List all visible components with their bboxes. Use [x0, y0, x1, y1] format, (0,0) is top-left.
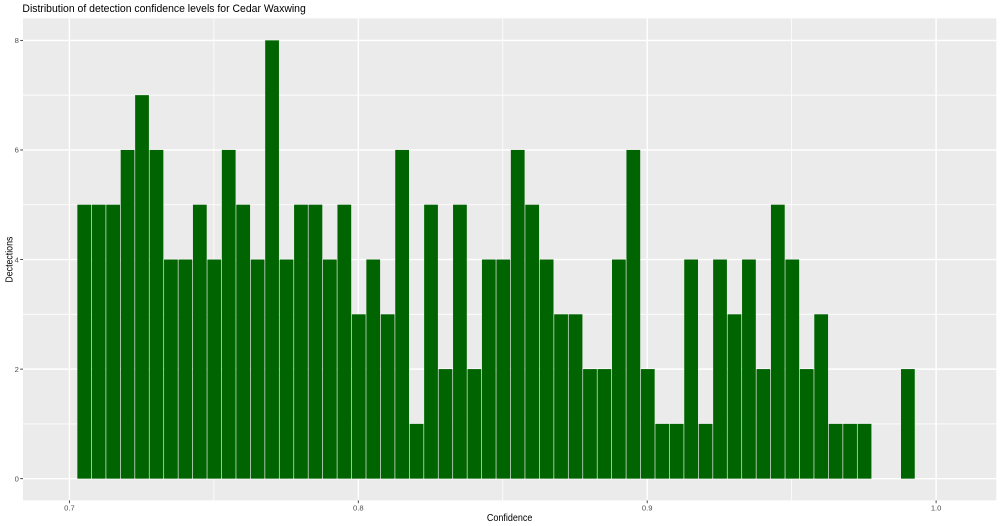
svg-text:4: 4: [15, 255, 19, 264]
svg-text:1.0: 1.0: [931, 503, 942, 512]
svg-text:0.8: 0.8: [353, 503, 364, 512]
svg-text:2: 2: [15, 365, 19, 374]
svg-text:Confidence: Confidence: [487, 512, 532, 524]
svg-text:8: 8: [15, 36, 19, 45]
svg-text:0.7: 0.7: [64, 503, 75, 512]
svg-text:Dectections: Dectections: [3, 236, 15, 282]
svg-text:0.9: 0.9: [642, 503, 653, 512]
svg-text:Distribution of detection conf: Distribution of detection confidence lev…: [22, 3, 305, 15]
svg-text:0: 0: [15, 474, 19, 483]
svg-text:6: 6: [15, 146, 19, 155]
